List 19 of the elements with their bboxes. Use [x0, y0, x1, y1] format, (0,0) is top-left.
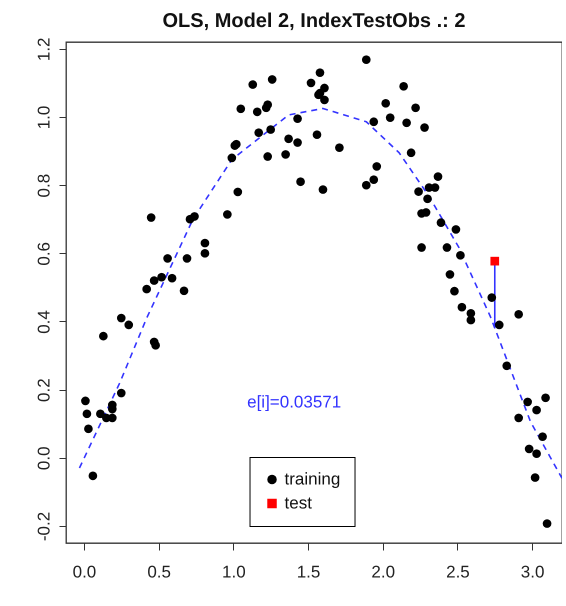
chart-title: OLS, Model 2, IndexTestObs .: 2	[162, 10, 466, 32]
y-tick-label: 0.8	[34, 174, 54, 198]
legend-label: test	[284, 494, 312, 512]
legend-label: training	[284, 470, 340, 488]
annotation: e[i]=0.03571	[247, 392, 342, 412]
y-tick-label: -0.2	[34, 512, 54, 542]
y-tick-label: 0.4	[34, 310, 54, 334]
x-tick-label: 2.0	[371, 562, 396, 582]
x-tick-label: 0.5	[147, 562, 171, 582]
y-tick-label: 1.2	[34, 37, 54, 62]
y-tick-label: 0.2	[34, 378, 54, 402]
x-tick-label: 0.0	[72, 562, 96, 582]
x-tick-label: 2.5	[446, 562, 470, 582]
y-tick-label: 1.0	[34, 106, 54, 130]
y-tick-label: 0.6	[34, 242, 54, 266]
x-tick-label: 1.0	[222, 562, 246, 582]
y-tick-label: 0.0	[34, 446, 54, 470]
x-tick-label: 1.5	[296, 562, 320, 582]
x-tick-label: 3.0	[520, 562, 544, 582]
